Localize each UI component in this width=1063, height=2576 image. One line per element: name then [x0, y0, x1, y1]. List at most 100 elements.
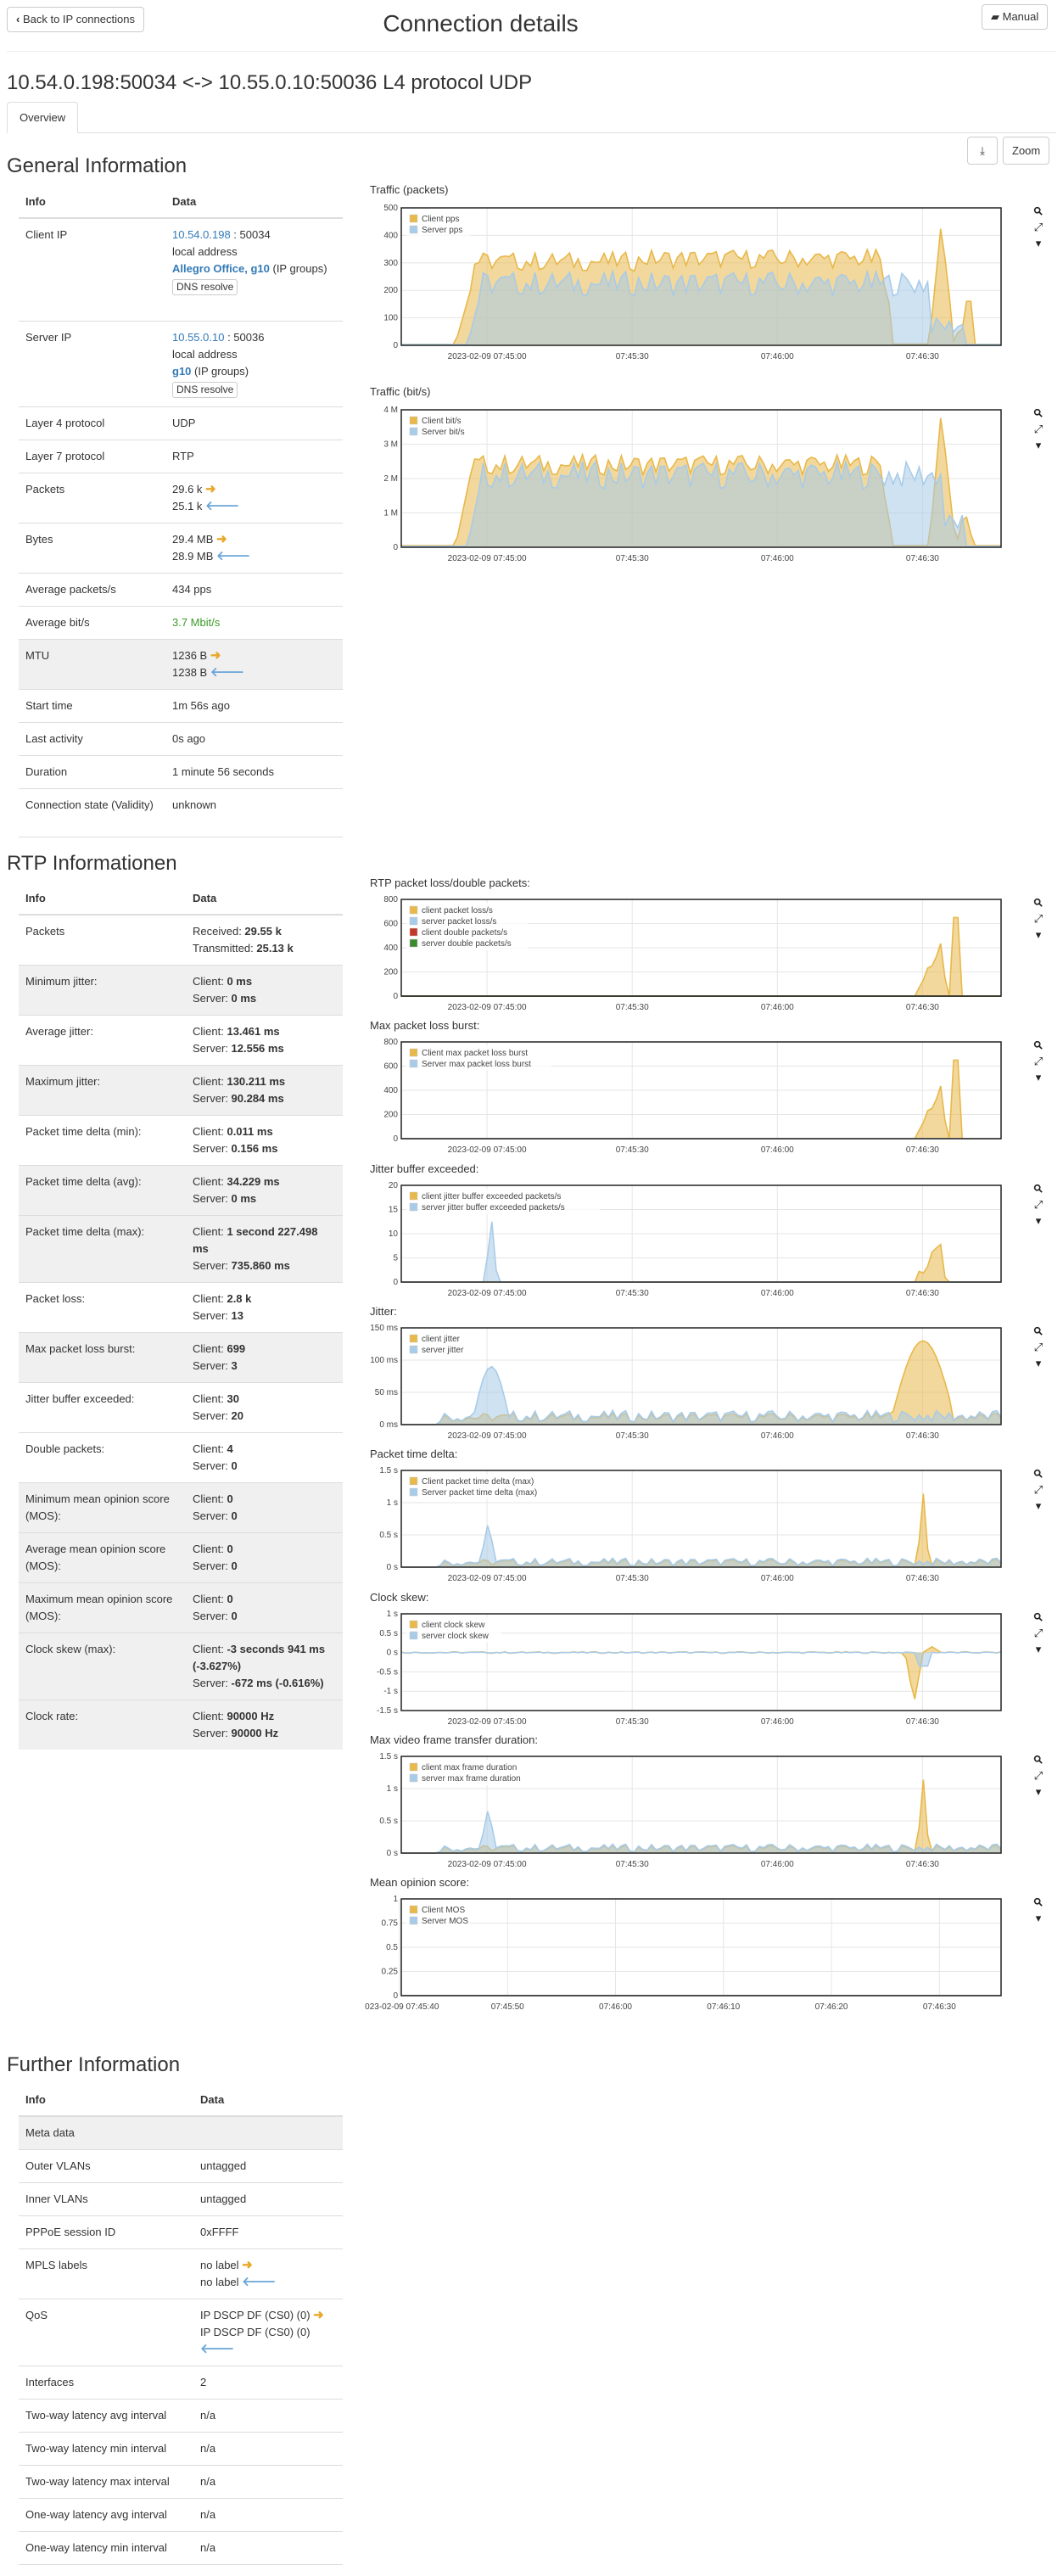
server-ip-groups-link[interactable]: g10 [172, 364, 192, 378]
expand-icon[interactable]: ⤢ [1033, 1627, 1043, 1639]
x-tick-label: 07:46:30 [906, 1574, 939, 1583]
x-tick-label: 07:45:30 [616, 1003, 649, 1012]
expand-icon[interactable]: ⤢ [1033, 1198, 1043, 1211]
legend-label: Server MOS [422, 1917, 468, 1926]
zoom-button[interactable]: Zoom [1003, 137, 1050, 165]
y-tick-label: 200 [383, 968, 398, 977]
chevron-down-icon[interactable]: ▾ [1035, 1912, 1042, 1924]
table-row: Two-way latency avg interval n/a [19, 2399, 343, 2433]
back-to-ip-connections-button[interactable]: ‹ Back to IP connections [7, 7, 144, 32]
chart-loss_burst: 800 600 400 200 0 2023-02-09 07:45:00 07:45:30… [383, 1038, 1002, 1155]
dns-resolve-button[interactable]: DNS resolve [172, 279, 238, 295]
legend-label: server jitter buffer exceeded packets/s [422, 1203, 565, 1212]
table-row: Jitter buffer exceeded: Client: 30 Server… [19, 1382, 343, 1433]
expand-icon[interactable]: ⤢ [1033, 1769, 1043, 1782]
y-tick-label: 0 [393, 1991, 398, 2001]
series-line [401, 459, 1001, 547]
x-tick-label: 07:46:00 [761, 1574, 794, 1583]
arrow-right-icon: ➜ [216, 531, 227, 546]
chart-traffic_pps: 500 400 300 200 100 0 2023-02-09 07:45:00 07:45… [383, 204, 1002, 361]
expand-icon[interactable]: ⤢ [1033, 1483, 1043, 1496]
chevron-down-icon[interactable]: ▾ [1035, 439, 1042, 451]
expand-icon[interactable]: ⤢ [1033, 912, 1043, 925]
legend-label: Client pps [422, 215, 459, 224]
x-tick-label: 07:46:30 [923, 2002, 956, 2012]
expand-icon[interactable]: ⤢ [1033, 221, 1043, 233]
legend-swatch [409, 214, 418, 223]
server-ip-link[interactable]: 10.55.0.10 [172, 330, 225, 344]
plot-frame [400, 207, 1002, 346]
expand-icon[interactable]: ⤢ [1033, 423, 1043, 435]
table-row: Meta data [19, 2115, 343, 2150]
chart-legend: Client MOS Server MOS [406, 1902, 470, 1928]
arrow-left-icon: 🡐 [242, 2275, 277, 2289]
legend-swatch [409, 416, 418, 425]
legend-label: client max frame duration [422, 1763, 517, 1772]
series-line [400, 1651, 1002, 1667]
y-tick-label: 400 [383, 944, 398, 953]
manual-button[interactable]: ▰ Manual [982, 4, 1049, 30]
table-row: Minimum jitter: Client: 0 ms Server: 0 ms [19, 965, 343, 1016]
legend-swatch [409, 1345, 418, 1354]
x-tick-label: 07:46:00 [761, 1289, 794, 1298]
chevron-down-icon[interactable]: ▾ [1035, 1499, 1042, 1512]
chart-title: Max video frame transfer duration: [370, 1733, 538, 1746]
chart-jitter: 150 ms 100 ms 50 ms 0 ms 2023-02-09 07:45:00… [370, 1324, 1002, 1441]
legend-swatch [409, 916, 418, 926]
x-tick-label: 2023-02-09 07:45:00 [448, 1860, 527, 1869]
meta-data-header: Meta data [19, 2115, 343, 2150]
plot-frame [400, 1327, 1002, 1425]
row-label: MPLS labels [19, 2248, 193, 2299]
download-button[interactable]: ⤓ [967, 137, 998, 165]
further-information-title: Further Information [7, 2053, 181, 2076]
y-tick-label: 1.5 s [379, 1752, 398, 1761]
chart-title: Jitter: [370, 1305, 397, 1318]
table-row: Clock skew (max): Client: -3 seconds 941… [19, 1632, 343, 1700]
chevron-down-icon[interactable]: ▾ [1035, 237, 1042, 249]
legend-swatch [409, 905, 418, 915]
series-area [401, 1060, 1001, 1139]
rtp-information-table: Info Data Packets Received: 29.55 k Transm… [19, 882, 343, 1750]
y-tick-label: 1 s [387, 1784, 398, 1794]
legend-label: Server packet time delta (max) [422, 1488, 537, 1498]
y-tick-label: 0 ms [379, 1420, 398, 1430]
chevron-down-icon[interactable]: ▾ [1035, 1214, 1042, 1227]
table-row: Average packets/s 434 pps [19, 572, 343, 606]
general-information-title: General Information [7, 154, 187, 177]
arrow-right-icon: ➜ [205, 481, 216, 496]
plot-frame [400, 1470, 1002, 1568]
table-row: Connection state (Validity) unknown [19, 787, 343, 837]
row-label: PPPoE session ID [19, 2215, 193, 2249]
y-tick-label: 600 [383, 1062, 398, 1072]
chevron-down-icon[interactable]: ▾ [1035, 928, 1042, 941]
chevron-down-icon[interactable]: ▾ [1035, 1643, 1042, 1655]
chevron-down-icon[interactable]: ▾ [1035, 1071, 1042, 1084]
tab-overview[interactable]: Overview [7, 102, 79, 133]
series-line [401, 1059, 1001, 1140]
expand-icon[interactable]: ⤢ [1033, 1341, 1043, 1353]
dns-resolve-button[interactable]: DNS resolve [172, 381, 238, 398]
row-label: Minimum mean opinion score (MOS): [19, 1482, 186, 1533]
chevron-down-icon[interactable]: ▾ [1035, 1357, 1042, 1369]
table-row: Duration 1 minute 56 seconds [19, 754, 343, 788]
expand-icon[interactable]: ⤢ [1033, 1055, 1043, 1067]
chevron-left-icon: ‹ [16, 13, 23, 25]
chevron-down-icon[interactable]: ▾ [1035, 1785, 1042, 1798]
legend-label: server double packets/s [422, 939, 512, 949]
row-label: Minimum jitter: [19, 965, 186, 1016]
client-ip-groups-link[interactable]: Allegro Office, g10 [172, 262, 270, 275]
y-tick-label: 0.5 s [379, 1531, 398, 1540]
legend-background [406, 903, 529, 950]
row-label: Average mean opinion score (MOS): [19, 1532, 186, 1583]
chart-legend: Client pps Server pps [406, 211, 470, 237]
y-tick-label: 0 s [387, 1649, 398, 1658]
x-tick-label: 2023-02-09 07:45:00 [448, 1574, 527, 1583]
legend-label: client double packets/s [422, 928, 507, 938]
table-row: Maximum mean opinion score (MOS): Client… [19, 1582, 343, 1633]
series-line [401, 1811, 1002, 1854]
legend-swatch [409, 1059, 418, 1068]
client-ip-link[interactable]: 10.54.0.198 [172, 228, 231, 241]
legend-swatch [409, 1762, 418, 1772]
row-label: One-way latency max interval [19, 2564, 193, 2576]
